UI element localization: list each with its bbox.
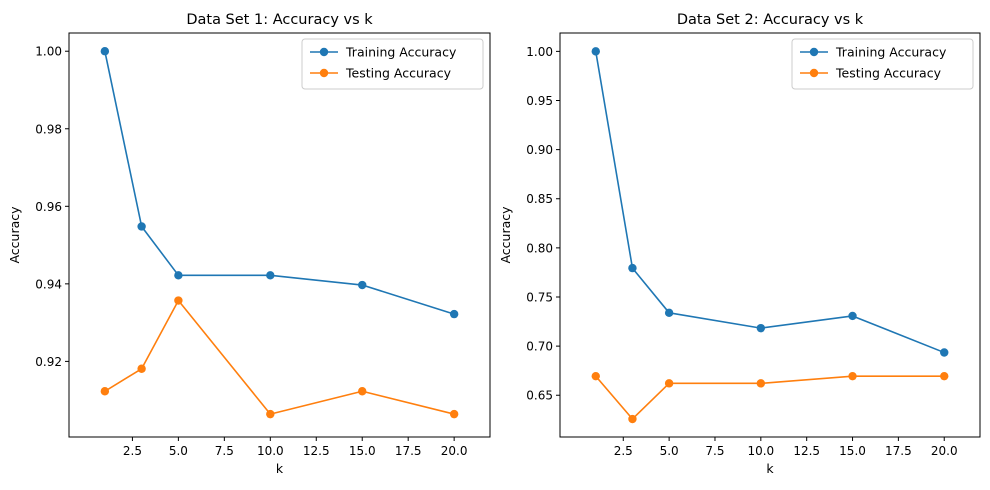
data-point-testing <box>664 379 674 388</box>
y-tick-label: 0.75 <box>526 290 553 304</box>
data-point-training <box>449 309 459 319</box>
x-tick-label: 17.5 <box>885 444 912 458</box>
data-point-training <box>358 280 367 290</box>
plot-area-frame <box>559 32 981 438</box>
y-axis-label: Accuracy <box>498 206 513 264</box>
chart-title: Data Set 1: Accuracy vs k <box>186 12 373 28</box>
data-point-testing <box>940 371 949 381</box>
legend-box <box>301 38 484 90</box>
y-tick-label: 0.80 <box>526 241 553 255</box>
x-tick-label: 5.0 <box>169 444 188 458</box>
data-point-testing <box>266 409 275 419</box>
data-point-testing <box>100 387 110 396</box>
y-tick-label: 1.00 <box>526 45 553 59</box>
x-tick-label: 20.0 <box>931 444 958 458</box>
x-tick-label: 7.5 <box>215 444 234 458</box>
data-point-training <box>591 47 600 56</box>
data-point-training <box>100 47 110 56</box>
x-tick-label: 12.5 <box>303 444 330 458</box>
legend-swatch-marker-training <box>319 47 329 57</box>
legend: Training Accuracy Testing Accuracy <box>301 38 484 90</box>
x-tick-label: 20.0 <box>441 444 468 458</box>
data-point-testing <box>358 387 367 396</box>
x-axis-label: k <box>766 461 774 476</box>
data-point-training <box>266 271 275 280</box>
y-tick-label: 0.70 <box>526 340 553 354</box>
data-point-training <box>628 263 637 273</box>
data-point-training <box>174 271 183 280</box>
legend-label-testing: Testing Accuracy <box>345 66 452 81</box>
x-tick-label: 10.0 <box>747 444 774 458</box>
x-tick-label: 10.0 <box>257 444 284 458</box>
chart-title: Data Set 2: Accuracy vs k <box>677 12 864 28</box>
y-axis-label: Accuracy <box>7 206 22 264</box>
series-line-testing <box>103 299 456 416</box>
y-tick-label: 0.90 <box>526 143 553 157</box>
plot-area-frame <box>68 32 491 438</box>
data-point-training <box>940 348 949 357</box>
y-tick-label: 1.00 <box>35 45 62 59</box>
x-tick-label: 12.5 <box>793 444 820 458</box>
legend-label-training: Training Accuracy <box>835 45 947 60</box>
x-tick-label: 7.5 <box>705 444 724 458</box>
x-tick-label: 5.0 <box>660 444 679 458</box>
legend-label-testing: Testing Accuracy <box>835 66 942 81</box>
series-line-testing <box>594 375 946 420</box>
y-tick-label: 0.92 <box>35 355 62 369</box>
y-tick-label: 0.94 <box>35 277 62 291</box>
data-point-testing <box>137 364 146 373</box>
y-tick-label: 0.65 <box>526 389 553 403</box>
data-point-training <box>848 311 857 321</box>
data-point-training <box>756 323 766 333</box>
legend-swatch-marker-testing <box>319 68 329 78</box>
series-line-training <box>103 50 456 316</box>
x-tick-label: 2.5 <box>614 444 633 458</box>
x-tick-label: 17.5 <box>395 444 422 458</box>
legend-swatch-marker-training <box>809 47 819 57</box>
y-tick-label: 0.96 <box>35 200 62 214</box>
legend-box <box>791 38 974 90</box>
x-tick-label: 15.0 <box>349 444 376 458</box>
x-tick-label: 15.0 <box>839 444 866 458</box>
data-point-testing <box>628 414 637 424</box>
series-line-training <box>594 50 946 354</box>
legend: Training Accuracy Testing Accuracy <box>791 38 974 90</box>
y-tick-label: 0.95 <box>526 94 553 108</box>
data-point-testing <box>848 371 857 381</box>
legend-swatch-marker-testing <box>809 68 819 78</box>
data-point-testing <box>449 409 459 419</box>
x-tick-label: 2.5 <box>123 444 142 458</box>
legend-label-training: Training Accuracy <box>345 45 457 60</box>
x-axis-label: k <box>276 461 284 476</box>
data-point-testing <box>591 371 600 381</box>
data-point-training <box>664 308 674 318</box>
y-tick-label: 0.98 <box>35 122 62 136</box>
y-tick-label: 0.85 <box>526 192 553 206</box>
data-point-testing <box>756 379 766 388</box>
data-point-testing <box>174 296 183 305</box>
chart-panel-data-set-1: Data Set 1: Accuracy vs k 2.5 5.0 7.5 10.0 12… <box>7 12 491 476</box>
data-point-training <box>137 222 146 231</box>
chart-panel-data-set-2: Data Set 2: Accuracy vs k 2.5 5.0 7.5 10.0 12… <box>498 12 981 476</box>
